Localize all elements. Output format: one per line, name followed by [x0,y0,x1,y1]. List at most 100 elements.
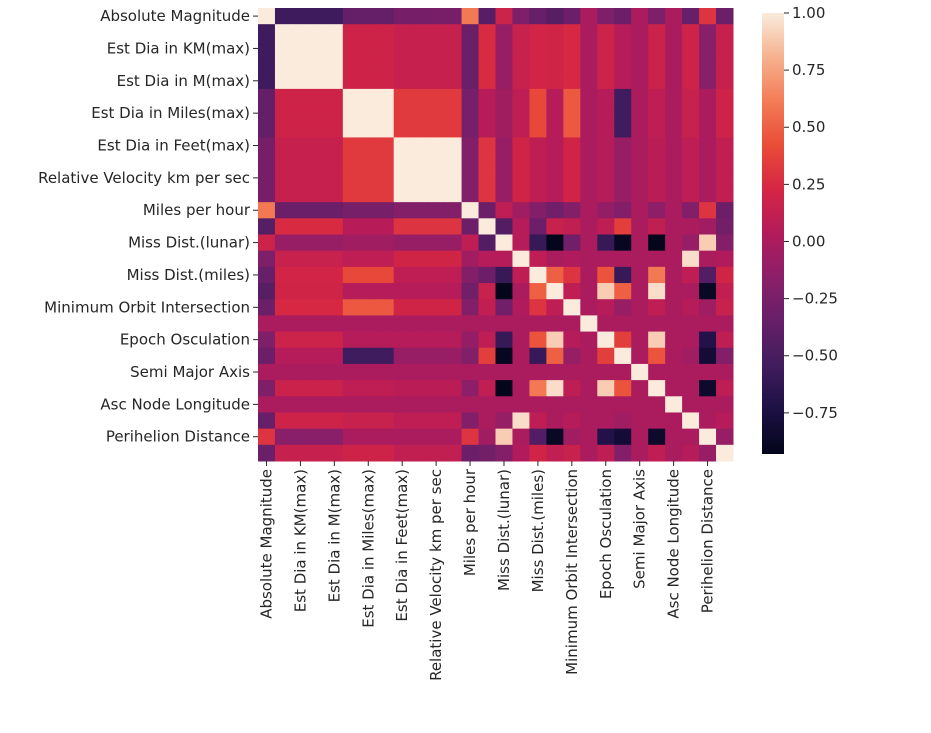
heatmap-cell [529,412,547,430]
heatmap-cell [614,234,632,252]
heatmap-cell [699,428,717,446]
heatmap-cell [665,202,683,219]
heatmap-cell [478,396,496,413]
heatmap-cell [597,72,615,90]
heatmap-cell [665,88,683,106]
heatmap-cell [325,331,344,349]
heatmap-cell [512,380,530,397]
heatmap-cell [410,8,429,25]
heatmap-cell [529,56,547,74]
heatmap-cell [478,137,496,155]
heatmap-cell [512,40,530,58]
heatmap-cell [563,185,581,203]
heatmap-cell [444,396,463,413]
heatmap-cell [427,234,446,252]
heatmap-cell [342,24,361,41]
heatmap-cell [359,56,378,74]
x-tick-label: Relative Velocity km per sec [427,469,445,681]
heatmap-cell [546,169,564,187]
heatmap-cell [410,56,429,74]
heatmap-cell [410,331,429,349]
heatmap-cell [291,137,310,155]
heatmap-cell [342,185,361,203]
heatmap-cell [631,444,649,462]
heatmap-cell [444,315,463,333]
heatmap-cell [580,266,598,284]
heatmap-cell [682,428,700,446]
heatmap-cell [682,412,700,430]
heatmap-cell [291,299,310,316]
heatmap-cell [682,24,700,41]
heatmap-cell [308,250,327,268]
heatmap-cell [258,266,276,284]
x-tick-label: Miss Dist.(lunar) [495,469,513,591]
heatmap-cell [597,202,615,219]
heatmap-cell [648,72,666,90]
heatmap-cell [580,428,598,446]
heatmap-cell [699,444,717,462]
heatmap-cell [427,331,446,349]
heatmap-cell [325,105,344,122]
heatmap-cell [631,347,649,365]
heatmap-cell [359,105,378,122]
heatmap-cell [325,137,344,155]
heatmap-cell [274,234,293,252]
heatmap-cell [410,347,429,365]
heatmap-cell [716,88,734,106]
heatmap-cell [376,283,395,300]
heatmap-cell [258,444,276,462]
heatmap-cell [461,250,480,268]
heatmap-cell [410,137,429,155]
heatmap-cell [359,185,378,203]
heatmap-cell [546,185,564,203]
heatmap-cell [699,412,717,430]
heatmap-cell [563,105,581,122]
heatmap-cell [648,185,666,203]
heatmap-cell [359,347,378,365]
heatmap-cell [342,8,361,25]
heatmap-cell [682,169,700,187]
heatmap-cell [682,266,700,284]
y-tick-label: Miles per hour [143,201,251,219]
heatmap-cell [308,56,327,74]
heatmap-cell [325,428,344,446]
heatmap-cell [597,24,615,41]
heatmap-cell [376,137,395,155]
heatmap-cell [546,363,564,381]
heatmap-cell [563,121,581,138]
heatmap-cell [258,153,276,171]
heatmap-cell [699,299,717,316]
heatmap-cell [699,185,717,203]
colorbar-tick-label: 1.00 [792,4,825,22]
heatmap-cell [393,185,412,203]
heatmap-cell [563,250,581,268]
heatmap-cell [274,24,293,41]
heatmap-cell [461,331,480,349]
heatmap-cell [699,396,717,413]
heatmap-cell [308,315,327,333]
heatmap-cell [444,121,463,138]
heatmap-cell [495,283,513,300]
heatmap-cell [495,72,513,90]
heatmap-cell [699,347,717,365]
heatmap-cell [359,396,378,413]
heatmap-cell [631,202,649,219]
heatmap-cell [529,202,547,219]
heatmap-cell [614,315,632,333]
heatmap-cell [461,105,480,122]
heatmap-cell [699,266,717,284]
heatmap-cell [376,185,395,203]
heatmap-cell [665,234,683,252]
heatmap-cell [393,347,412,365]
heatmap-cell [512,169,530,187]
heatmap-cell [716,56,734,74]
heatmap-cell [478,315,496,333]
heatmap-cell [699,24,717,41]
heatmap-cell [563,266,581,284]
heatmap-cell [325,396,344,413]
heatmap-cell [274,331,293,349]
heatmap-cell [427,412,446,430]
heatmap-cell [665,24,683,41]
heatmap-cell [631,24,649,41]
heatmap-cell [529,299,547,316]
